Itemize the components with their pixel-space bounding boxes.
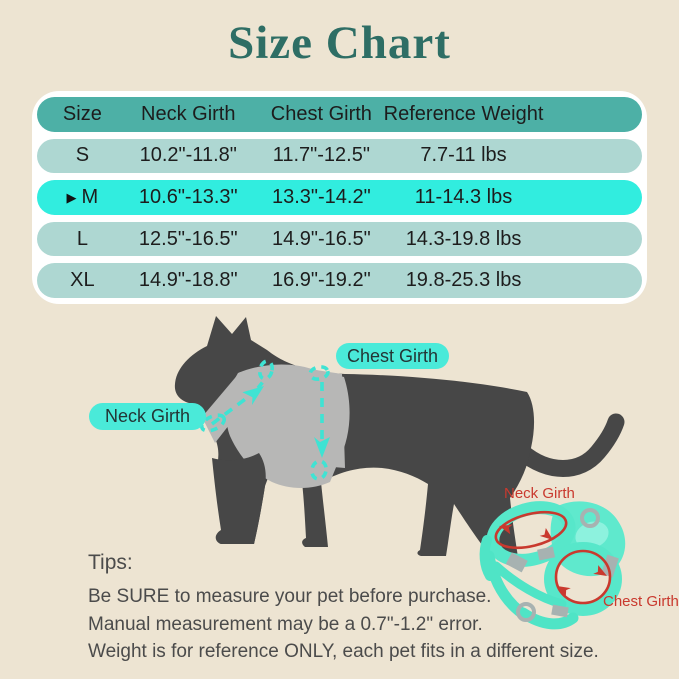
harness-vest: [226, 364, 350, 488]
red-neck-ellipse: [494, 510, 568, 550]
cell-neck: 12.5"-16.5": [138, 227, 238, 250]
cell-chest: 16.9"-19.2": [271, 269, 371, 292]
tips-line-3: Weight is for reference ONLY, each pet f…: [88, 641, 599, 662]
neck-measure-dashes-upper: [256, 376, 268, 390]
header-size: Size: [62, 102, 102, 125]
header-chest-girth: Chest Girth: [270, 102, 372, 125]
cell-chest: 13.3"-14.2": [271, 185, 371, 208]
cell-size: L: [76, 227, 88, 250]
cell-size-text: M: [81, 185, 99, 208]
chest-girth-label: Chest Girth: [336, 343, 449, 369]
harness-girth-strap: [316, 370, 345, 468]
red-arrowhead-icon: [539, 528, 553, 540]
cell-size: XL: [70, 269, 95, 292]
neck-arrowhead-icon: [242, 386, 264, 406]
neck-measure-loop-top: [257, 359, 275, 381]
chest-measure-loop-bottom: [310, 459, 328, 481]
cell-chest: 11.7"-12.5": [272, 144, 370, 167]
table-row-m-selected: ▶ M 10.6"-13.3" 13.3"-14.2" 11-14.3 lbs: [37, 180, 642, 215]
tips-line-1: Be SURE to measure your pet before purch…: [88, 586, 492, 607]
table-header-row: Size Neck Girth Chest Girth Reference We…: [37, 97, 642, 132]
header-reference-weight: Reference Weight: [383, 102, 544, 125]
selected-row-marker-icon: ▶: [66, 189, 77, 205]
harness-collar-band: [202, 372, 257, 443]
cell-neck: 10.6"-13.3": [138, 185, 238, 208]
neck-girth-label: Neck Girth: [89, 403, 206, 430]
cell-neck: 14.9"-18.8": [138, 269, 238, 292]
cat-tail: [513, 413, 625, 477]
tips-line-2: Manual measurement may be a 0.7"-1.2" er…: [88, 613, 483, 635]
size-table: Size Neck Girth Chest Girth Reference We…: [32, 91, 647, 304]
cell-weight: 19.8-25.3 lbs: [405, 269, 522, 292]
chest-measure-loop-top: [308, 365, 330, 381]
red-arrowhead-icon: [499, 524, 513, 535]
cell-weight: 7.7-11 lbs: [420, 144, 507, 167]
cat-harness-graphic: [202, 364, 350, 488]
cell-weight: 11-14.3 lbs: [414, 185, 513, 208]
cat-front-leg-overlay: [212, 453, 266, 544]
product-chest-girth-label: Chest Girth: [603, 593, 679, 610]
cell-chest: 14.9"-16.5": [271, 227, 371, 250]
measurement-arrows: [199, 359, 330, 481]
table-row-l: L 12.5"-16.5" 14.9"-16.5" 14.3-19.8 lbs: [37, 221, 642, 257]
cell-neck: 10.2"-11.8": [139, 144, 237, 167]
tips-heading: Tips:: [88, 551, 133, 574]
table-row-s: S 10.2"-11.8" 11.7"-12.5" 7.7-11 lbs: [37, 138, 642, 174]
page-title: Size Chart: [228, 17, 451, 69]
product-neck-girth-label: Neck Girth: [504, 485, 575, 502]
header-neck-girth: Neck Girth: [141, 102, 236, 125]
cell-size: S: [75, 144, 90, 167]
cell-size: ▶ M: [37, 186, 128, 209]
chest-arrowhead-icon: [314, 437, 330, 458]
tips-section: Tips: Be SURE to measure your pet before…: [88, 551, 599, 666]
cell-weight: 14.3-19.8 lbs: [405, 227, 522, 250]
table-row-xl: XL 14.9"-18.8" 16.9"-19.2" 19.8-25.3 lbs: [37, 263, 642, 298]
harness-panel-highlight: [575, 521, 609, 549]
neck-measure-dashes: [210, 395, 250, 426]
